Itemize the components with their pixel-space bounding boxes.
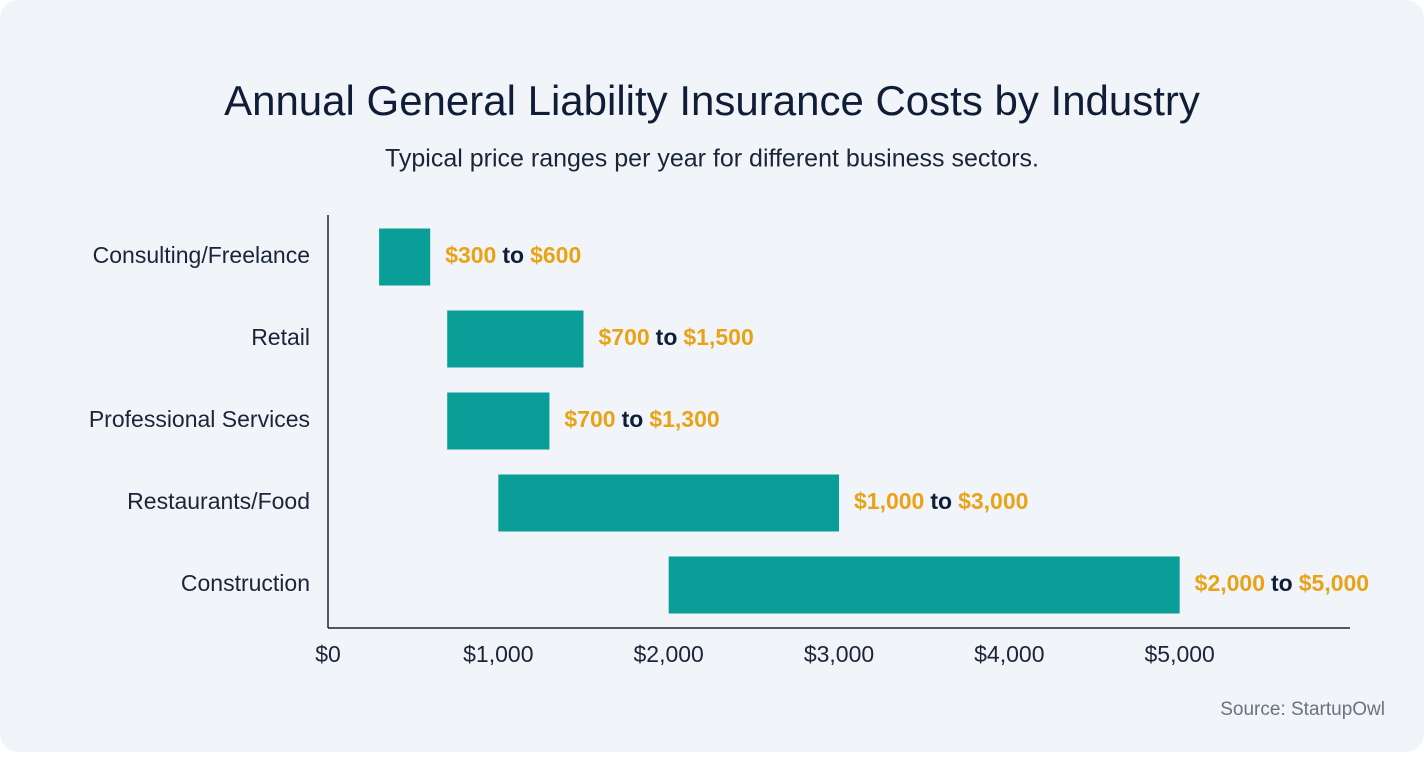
value-label: $300 to $600 — [445, 242, 581, 268]
value-label: $700 to $1,300 — [564, 406, 719, 432]
chart-subtitle: Typical price ranges per year for differ… — [385, 145, 1039, 173]
value-label: $1,000 to $3,000 — [854, 488, 1028, 514]
x-tick-label: $5,000 — [1144, 641, 1214, 667]
y-tick-label: Restaurants/Food — [127, 488, 310, 514]
x-tick-label: $3,000 — [804, 641, 874, 667]
value-label-high: $1,300 — [649, 406, 719, 432]
y-tick-label: Consulting/Freelance — [93, 242, 310, 268]
value-label-low: $1,000 — [854, 488, 924, 514]
range-bar — [498, 474, 839, 532]
value-label-connector: to — [502, 242, 524, 268]
value-label-high: $1,500 — [683, 324, 753, 350]
range-bar — [668, 556, 1180, 614]
x-tick-label: $1,000 — [463, 641, 533, 667]
value-label-connector: to — [622, 406, 644, 432]
value-label-connector: to — [656, 324, 678, 350]
value-label-connector: to — [1271, 570, 1293, 596]
value-label-low: $300 — [445, 242, 496, 268]
value-label-low: $2,000 — [1195, 570, 1265, 596]
range-bar — [447, 392, 550, 450]
y-tick-label: Retail — [251, 324, 310, 350]
x-tick-label: $4,000 — [974, 641, 1044, 667]
value-label-low: $700 — [599, 324, 650, 350]
y-tick-label: Professional Services — [89, 406, 310, 432]
range-bar — [379, 228, 431, 286]
source: Source: StartupOwl — [1220, 699, 1385, 720]
x-tick-label: $0 — [315, 641, 341, 667]
value-label-high: $5,000 — [1299, 570, 1369, 596]
value-label-low: $700 — [564, 406, 615, 432]
y-tick-label: Construction — [181, 570, 310, 596]
value-label-high: $3,000 — [958, 488, 1028, 514]
value-label: $2,000 to $5,000 — [1195, 570, 1369, 596]
range-bar — [447, 310, 584, 368]
x-tick-label: $2,000 — [633, 641, 703, 667]
value-label: $700 to $1,500 — [599, 324, 754, 350]
value-label-high: $600 — [530, 242, 581, 268]
chart-title: Annual General Liability Insurance Costs… — [224, 77, 1200, 124]
value-label-connector: to — [930, 488, 952, 514]
